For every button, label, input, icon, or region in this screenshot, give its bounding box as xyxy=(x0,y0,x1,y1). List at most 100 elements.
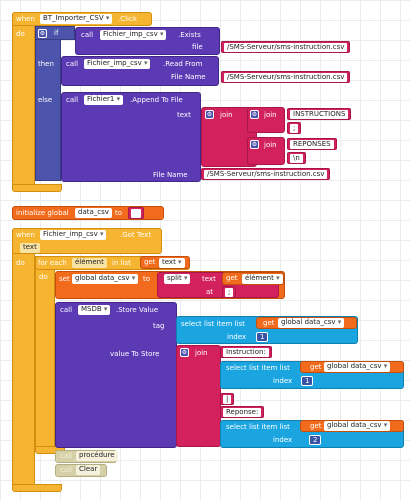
join-gear-icon-4[interactable] xyxy=(180,348,189,357)
string-instruction-label-text[interactable]: Instruction: xyxy=(223,348,269,357)
if-label: if xyxy=(54,29,59,37)
string-newline[interactable]: \n xyxy=(287,152,306,164)
number-index-3[interactable]: 2 xyxy=(309,435,322,445)
string-empty[interactable] xyxy=(128,207,144,219)
component-dropdown-fichier1[interactable]: Fichier1 xyxy=(84,95,124,105)
string-pipe[interactable]: | xyxy=(220,393,235,405)
string-exists-path[interactable]: /SMS-Serveur/sms-instruction.csv xyxy=(221,41,351,53)
call-label-proc: call xyxy=(60,452,73,460)
set-var-dropdown[interactable]: global data_csv xyxy=(72,274,139,284)
clear-dropdown[interactable]: Clear xyxy=(76,465,101,475)
append-call-block[interactable] xyxy=(61,92,201,182)
when-label: when xyxy=(16,15,35,23)
else-label: else xyxy=(38,96,53,104)
do-label: do xyxy=(16,30,25,38)
tag-label: tag xyxy=(153,322,165,330)
string-semicolon-1[interactable]: ; xyxy=(287,122,302,134)
value-to-store-label: value To Store xyxy=(110,350,160,358)
select-list-label-2: select list item list xyxy=(226,364,290,372)
string-reponse-label-text[interactable]: Reponse: xyxy=(223,408,262,417)
mutator-gear-icon[interactable] xyxy=(38,29,47,38)
read-method-label: .Read From xyxy=(163,60,203,68)
in-list-label: in list xyxy=(112,259,131,267)
global-var-name-field[interactable]: data_csv xyxy=(75,208,112,218)
component-dropdown-fichier-imp[interactable]: Fichier_imp_csv xyxy=(100,30,167,40)
click-event-label: .Click xyxy=(118,15,137,23)
string-instructions[interactable]: INSTRUCTIONS xyxy=(287,108,352,120)
string-pipe-text[interactable]: | xyxy=(223,395,232,404)
number-index-1[interactable]: 1 xyxy=(256,332,269,342)
join-block-value[interactable] xyxy=(176,345,221,447)
call-label-store: call xyxy=(60,306,73,314)
call-label-append: call xyxy=(66,96,79,104)
join-block-reponses[interactable] xyxy=(247,137,285,165)
got-text-footer xyxy=(12,484,62,492)
get-global-dropdown-2[interactable]: global data_csv xyxy=(324,362,391,372)
get-label-2: get xyxy=(226,274,238,282)
string-newline-text[interactable]: \n xyxy=(290,154,303,163)
string-reponses-text[interactable]: REPONSES xyxy=(290,140,334,149)
select-list-label-1: select list item list xyxy=(181,320,245,328)
event-param-text[interactable]: text xyxy=(20,243,40,253)
when-label-2: when xyxy=(16,231,35,239)
for-each-var-field[interactable]: élément xyxy=(72,258,107,268)
get-global-dropdown-3[interactable]: global data_csv xyxy=(324,421,391,431)
then-label: then xyxy=(38,60,54,68)
get-element-dropdown[interactable]: élément xyxy=(242,274,283,284)
exists-method-label: .Exists xyxy=(178,31,201,39)
join-gear-icon[interactable] xyxy=(205,110,214,119)
get-label-5: get xyxy=(310,422,322,430)
if-block[interactable] xyxy=(35,26,61,181)
index-label-3: index xyxy=(273,436,293,444)
string-append-path[interactable]: /SMS-Serveur/sms-instruction.csv xyxy=(201,168,331,180)
set-label: set xyxy=(59,275,70,283)
when-click-footer xyxy=(12,184,62,192)
procedure-dropdown[interactable]: procédure xyxy=(76,451,118,461)
do-label-2: do xyxy=(16,259,25,267)
index-label-1: index xyxy=(227,333,247,341)
call-label-read: call xyxy=(66,60,79,68)
get-text-dropdown[interactable]: text xyxy=(159,258,185,268)
split-text-label: text xyxy=(202,275,216,283)
select-list-label-3: select list item list xyxy=(226,423,290,431)
string-read-path[interactable]: /SMS-Serveur/sms-instruction.csv xyxy=(221,71,351,83)
append-method-label: .Append To File xyxy=(130,96,183,104)
string-semicolon-1-text[interactable]: ; xyxy=(290,124,299,133)
for-each-block[interactable] xyxy=(35,256,55,452)
component-dropdown-read[interactable]: Fichier_imp_csv xyxy=(84,59,151,69)
append-file-name-label: File Name xyxy=(153,171,188,179)
join-label-outer: join xyxy=(220,111,233,119)
string-read-path-text[interactable]: /SMS-Serveur/sms-instruction.csv xyxy=(224,73,348,82)
to-label: to xyxy=(115,209,123,217)
string-append-path-text[interactable]: /SMS-Serveur/sms-instruction.csv xyxy=(204,170,328,179)
to-label-2: to xyxy=(143,275,151,283)
do-label-3: do xyxy=(39,273,48,281)
for-each-label: for each xyxy=(38,259,67,267)
string-exists-path-text[interactable]: /SMS-Serveur/sms-instruction.csv xyxy=(224,43,348,52)
store-value-block[interactable] xyxy=(55,302,177,448)
read-file-name-label: File Name xyxy=(171,73,206,81)
join-gear-icon-2[interactable] xyxy=(250,110,259,119)
string-reponse-label[interactable]: Reponse: xyxy=(220,406,265,418)
index-label-2: index xyxy=(273,377,293,385)
initialize-global-label: initialize global xyxy=(16,209,69,217)
string-instruction-label[interactable]: Instruction: xyxy=(220,346,272,358)
split-dropdown[interactable]: split xyxy=(164,274,191,284)
string-instructions-text[interactable]: INSTRUCTIONS xyxy=(290,110,349,119)
number-index-2[interactable]: 1 xyxy=(301,376,314,386)
string-reponses[interactable]: REPONSES xyxy=(287,138,337,150)
get-label-1: get xyxy=(144,258,156,266)
string-semicolon-2-text[interactable]: ; xyxy=(225,288,234,297)
get-global-dropdown-1[interactable]: global data_csv xyxy=(278,318,345,328)
string-empty-text[interactable] xyxy=(131,209,141,218)
store-method-label: .Store Value xyxy=(116,306,159,314)
component-dropdown-bt-importer[interactable]: BT_Importer_CSV xyxy=(40,14,113,24)
at-label: at xyxy=(206,288,214,296)
string-semicolon-2[interactable]: ; xyxy=(222,286,237,298)
when-click-event-block[interactable] xyxy=(12,12,35,192)
component-dropdown-msdb[interactable]: MSDB xyxy=(78,305,111,315)
join-gear-icon-3[interactable] xyxy=(250,140,259,149)
get-label-3: get xyxy=(263,319,275,327)
join-label-value: join xyxy=(195,349,208,357)
component-dropdown-got-text[interactable]: Fichier_imp_csv xyxy=(40,230,107,240)
